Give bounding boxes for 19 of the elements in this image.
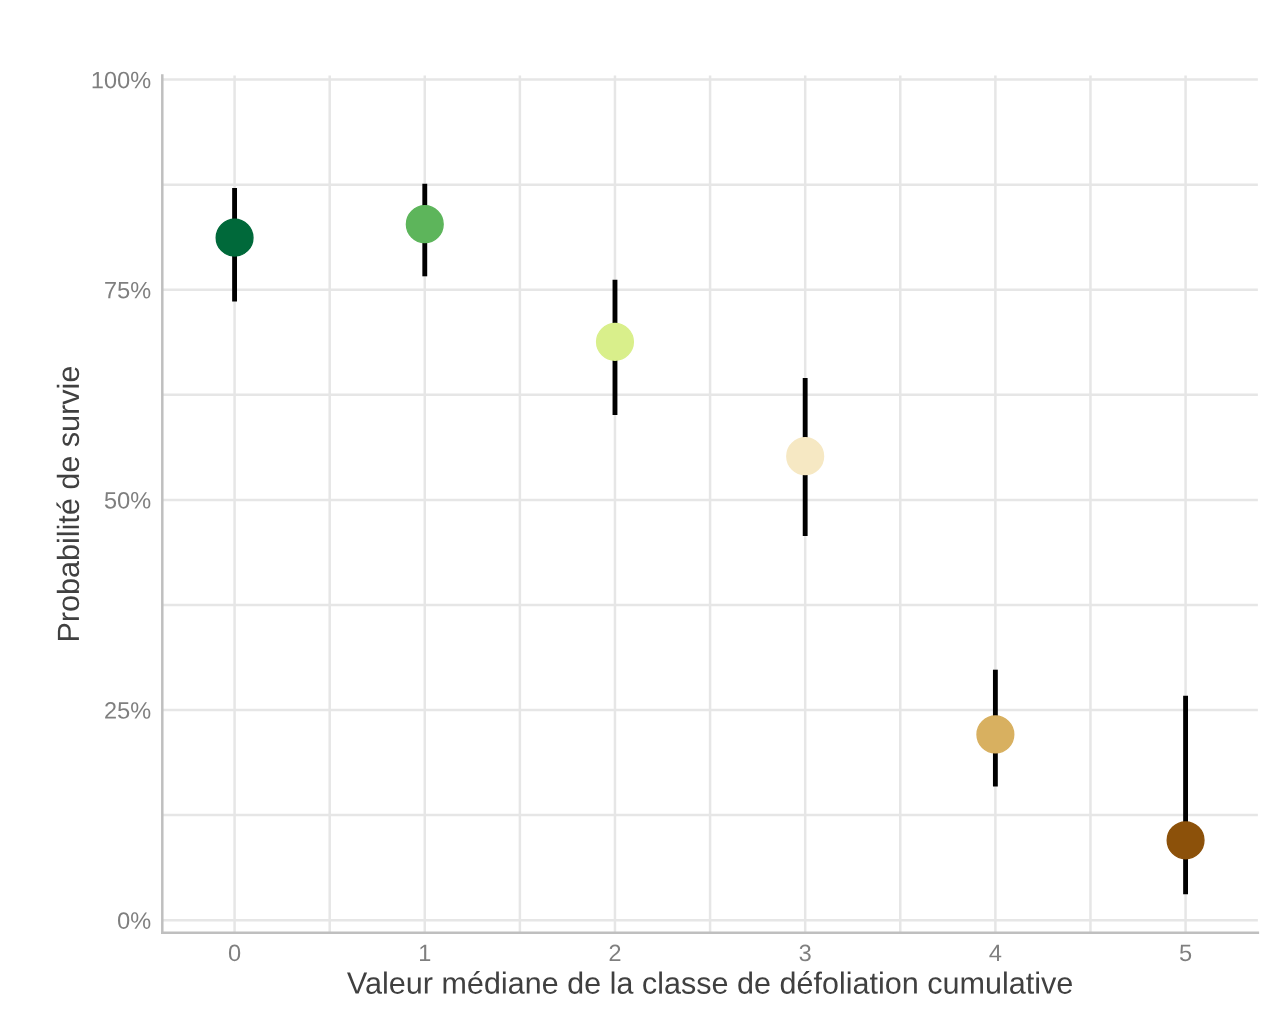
y-tick-label: 50% [104,491,151,509]
y-axis-title: Probabilité de survie [56,367,80,641]
point [1166,821,1205,860]
x-tick-label: 3 [799,944,811,962]
x-tick-label: 1 [420,944,431,962]
point [786,437,825,476]
x-tick-label: 0 [228,944,241,962]
x-tick-label: 4 [989,944,1002,962]
x-tick-label: 5 [1179,944,1192,962]
point [595,322,635,361]
y-tick-label: 100% [92,71,151,89]
point [215,218,254,257]
y-tick-label: 0% [117,912,151,929]
y-tick-label: 75% [105,281,151,299]
y-tick-label: 25% [105,702,151,719]
x-axis-title: Valeur médiane de la classe de défoliation cumulative [347,971,1072,994]
x-tick-label: 2 [609,944,621,962]
point [405,205,444,244]
point [976,715,1015,754]
